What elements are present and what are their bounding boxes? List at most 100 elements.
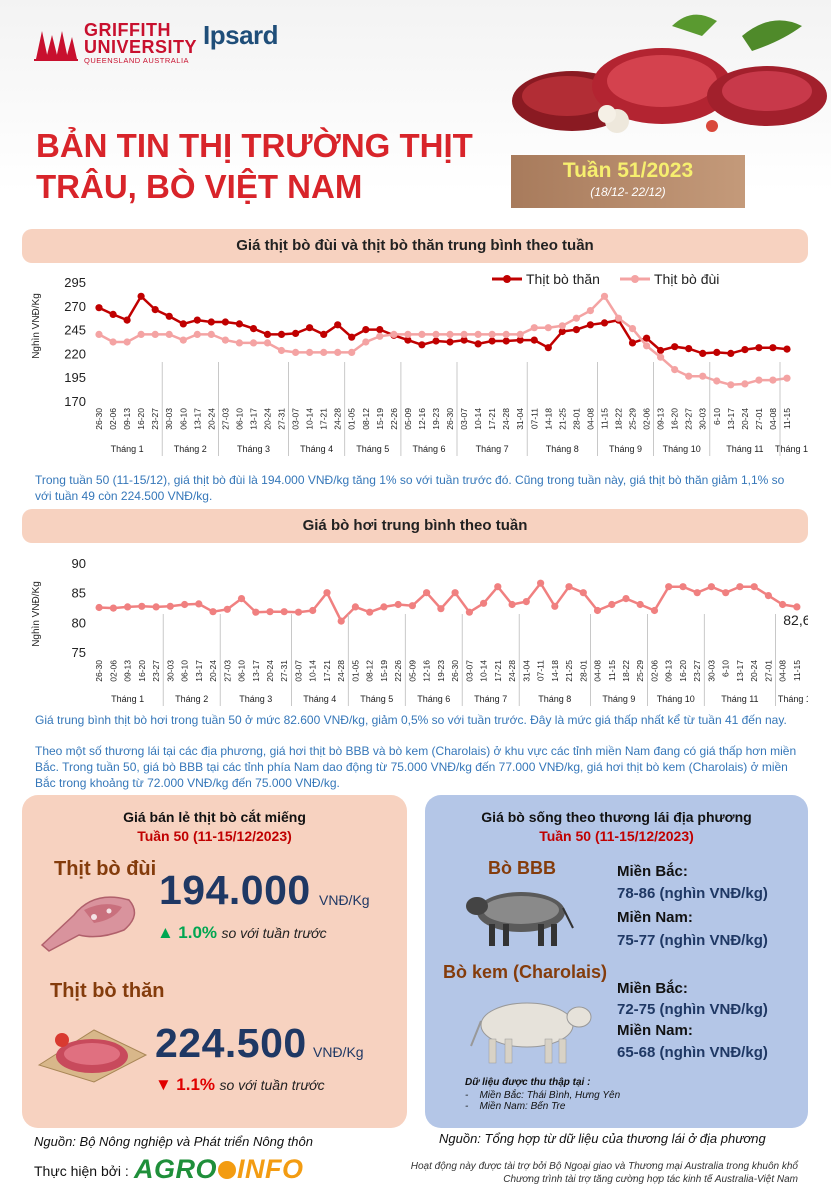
- data-point: [179, 336, 187, 344]
- griffith-name-1: GRIFFITH: [84, 20, 171, 40]
- data-point: [727, 349, 735, 357]
- data-point: [614, 314, 623, 322]
- y-tick-label: 245: [64, 323, 86, 338]
- bbb-north-range: 78-86 (nghìn VNĐ/kg): [617, 885, 768, 902]
- data-point: [179, 320, 187, 328]
- chart1-note: Trong tuần 50 (11-15/12), giá thịt bò đù…: [35, 473, 785, 503]
- data-point: [221, 318, 229, 326]
- sponsor-line-1: Hoạt động này được tài trợ bởi Bộ Ngoại …: [410, 1161, 798, 1172]
- x-tick-label: 08-12: [365, 660, 375, 682]
- data-point: [366, 608, 374, 616]
- month-label: Tháng 7: [474, 694, 507, 704]
- data-point: [480, 599, 488, 607]
- x-tick-label: 03-07: [291, 408, 301, 430]
- data-point: [418, 330, 426, 338]
- data-point: [151, 306, 159, 314]
- x-tick-label: 15-19: [375, 408, 385, 430]
- x-tick-label: 09-13: [664, 660, 674, 682]
- data-point: [558, 322, 566, 330]
- x-tick-label: 14-18: [543, 408, 553, 430]
- x-tick-label: 31-04: [515, 408, 525, 430]
- collected-south: Miền Nam: Bến Tre: [479, 1101, 566, 1112]
- up-arrow-icon: ▲: [157, 923, 174, 942]
- x-tick-label: 27-31: [277, 408, 287, 430]
- griffith-sub: QUEENSLAND AUSTRALIA: [84, 56, 190, 65]
- live-panel: Giá bò sống theo thương lái địa phương T…: [425, 795, 808, 1128]
- data-point: [722, 589, 730, 597]
- month-label: Tháng 7: [476, 444, 509, 454]
- data-point: [657, 346, 665, 355]
- x-tick-label: 04-08: [778, 660, 788, 682]
- data-point: [181, 600, 189, 609]
- x-tick-label: 27-01: [754, 408, 764, 430]
- x-tick-label: 17-21: [322, 660, 332, 682]
- y-tick-label: 195: [64, 370, 86, 385]
- data-point: [432, 330, 440, 338]
- dui-change-row: ▲ 1.0% so với tuần trước: [157, 923, 327, 943]
- y-tick-label: 170: [64, 394, 86, 409]
- data-point: [446, 330, 454, 338]
- data-point: [323, 589, 331, 597]
- data-point: [124, 603, 132, 611]
- data-point: [488, 330, 496, 338]
- x-tick-label: 18-22: [621, 660, 631, 682]
- x-tick-label: 02-06: [650, 660, 660, 682]
- data-point: [209, 608, 217, 616]
- x-tick-label: 16-20: [678, 660, 688, 682]
- x-tick-label: 11-15: [607, 660, 617, 681]
- chart2-svg: Nghìn VNĐ/Kg 75 80 85 90 26-30 02-06 09-13 16-…: [31, 556, 808, 706]
- data-point: [671, 343, 679, 351]
- data-point: [572, 326, 581, 334]
- x-tick-label: 11-15: [792, 660, 802, 681]
- x-tick-label: 04-08: [585, 408, 595, 430]
- ipsard-text: Ipsard: [203, 20, 279, 50]
- data-point: [783, 374, 791, 382]
- month-label: Tháng 12: [778, 694, 808, 704]
- data-point: [380, 603, 388, 611]
- y-tick-label: 80: [72, 615, 86, 630]
- beef-tenderloin-icon: [37, 1029, 148, 1083]
- data-point: [337, 617, 345, 625]
- data-point: [685, 372, 693, 380]
- dui-label: Thịt bò đùi: [54, 858, 157, 880]
- data-point: [320, 348, 328, 356]
- x-tick-label: 04-08: [768, 408, 778, 430]
- data-point: [665, 583, 673, 591]
- data-point: [502, 330, 510, 338]
- month-label: Tháng 4: [303, 694, 336, 704]
- data-point: [348, 333, 356, 341]
- griffith-logo: GRIFFITH UNIVERSITY QUEENSLAND AUSTRALIA: [34, 20, 197, 65]
- x-tick-label: 06-10: [178, 408, 188, 430]
- data-point: [165, 312, 173, 320]
- month-label: Tháng 10: [663, 444, 701, 454]
- x-tick-label: 06-10: [234, 408, 244, 430]
- chart2-note-2: Theo một số thương lái tại các địa phươn…: [35, 744, 797, 790]
- data-point: [334, 321, 342, 329]
- week-title: Tuần 51/2023: [562, 159, 694, 182]
- data-point: [530, 324, 538, 332]
- data-point: [207, 318, 215, 326]
- ipsard-logo: Ipsard: [203, 20, 279, 51]
- x-tick-label: 02-06: [642, 408, 652, 430]
- x-tick-label: 28-01: [578, 660, 588, 682]
- data-point: [277, 330, 286, 338]
- data-point: [165, 330, 173, 338]
- data-point: [769, 344, 777, 352]
- x-tick-label: 30-03: [698, 408, 708, 430]
- x-tick-label: 23-27: [684, 408, 694, 430]
- y-tick-label: 295: [64, 275, 86, 290]
- data-point: [579, 589, 587, 597]
- data-point: [657, 353, 665, 361]
- data-point: [446, 338, 454, 346]
- live-week: Tuần 50 (11-15/12/2023): [539, 828, 694, 844]
- data-point: [693, 589, 701, 597]
- kem-south-range: 65-68 (nghìn VNĐ/kg): [617, 1044, 768, 1061]
- x-tick-label: 21-25: [557, 408, 567, 430]
- data-point: [488, 337, 496, 345]
- month-label: Tháng 5: [360, 694, 393, 704]
- footer-by: Thực hiện bởi :: [34, 1163, 129, 1179]
- data-point: [166, 602, 174, 610]
- month-label: Tháng 8: [546, 444, 579, 454]
- series-line: [98, 294, 788, 355]
- x-tick-label: 23-27: [150, 408, 160, 430]
